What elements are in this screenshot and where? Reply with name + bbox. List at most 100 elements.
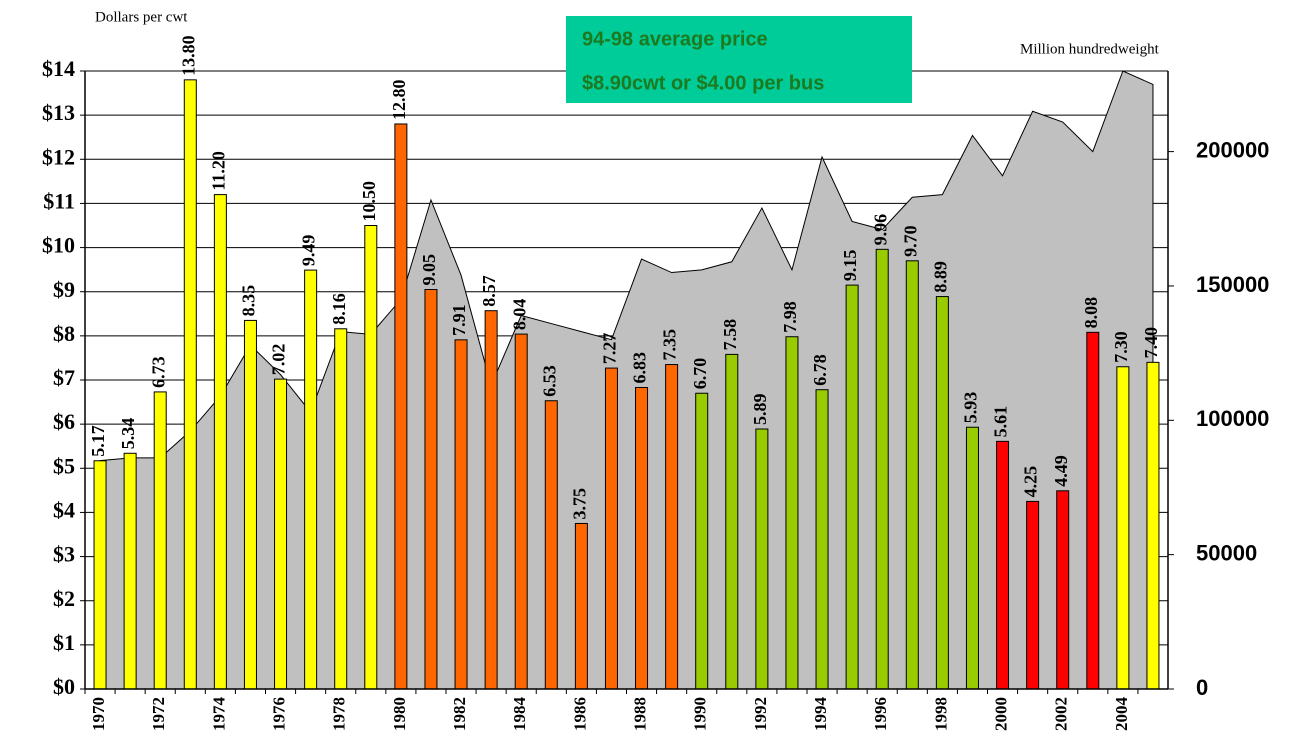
x-tick-label: 1972 [149, 697, 168, 731]
bar [725, 353, 739, 690]
data-label: 5.61 [991, 406, 1011, 438]
data-label: 3.75 [570, 488, 590, 520]
bar [1056, 490, 1070, 690]
x-tick-label: 1978 [330, 697, 349, 731]
bar [755, 428, 769, 690]
bar [1146, 361, 1160, 690]
bar [996, 440, 1010, 690]
bar [514, 333, 528, 690]
data-label: 12.80 [389, 79, 409, 120]
x-tick-label: 1992 [751, 697, 770, 731]
data-label: 5.34 [118, 418, 138, 450]
data-label: 8.89 [931, 261, 951, 293]
y-tick-label: $3 [53, 542, 75, 567]
data-label: 9.70 [900, 225, 920, 257]
y2-axis-label: Million hundredweight [1020, 41, 1160, 57]
bar [574, 522, 588, 690]
bar [815, 389, 829, 690]
data-label: 7.27 [600, 333, 620, 365]
x-tick-label: 1974 [209, 697, 228, 732]
x-tick-label: 1980 [390, 697, 409, 731]
bar [665, 364, 679, 690]
bar [213, 194, 227, 690]
data-label: 5.17 [88, 425, 108, 457]
x-tick-label: 1982 [450, 697, 469, 731]
data-label: 6.78 [810, 354, 830, 386]
bar [1116, 366, 1130, 690]
y-tick-label: $2 [53, 586, 75, 611]
y-tick-label: $1 [53, 630, 75, 655]
data-label: 4.25 [1021, 466, 1041, 498]
data-label: 8.57 [479, 275, 499, 307]
x-tick-label: 1998 [931, 697, 950, 731]
y-axis-label: Dollars per cwt [95, 9, 188, 25]
bar [875, 248, 889, 690]
y-tick-label: $11 [43, 188, 75, 213]
data-label: 9.15 [840, 250, 860, 282]
y2-tick-label: 150000 [1196, 272, 1269, 297]
data-label: 8.16 [329, 293, 349, 325]
data-label: 8.35 [239, 285, 259, 316]
data-label: 9.96 [870, 214, 890, 246]
bar [123, 452, 137, 690]
annotation-box [566, 16, 912, 103]
data-label: 7.58 [720, 319, 740, 351]
bar [183, 79, 197, 690]
y-tick-label: $10 [42, 233, 75, 258]
bar [334, 328, 348, 690]
bar [364, 225, 378, 690]
bar [274, 378, 288, 690]
y2-tick-label: 50000 [1196, 540, 1257, 565]
y-tick-label: $6 [53, 409, 75, 434]
y-tick-label: $4 [53, 497, 75, 522]
bar [304, 269, 318, 690]
annotation-text: 94-98 average price [582, 28, 768, 50]
bar [243, 319, 257, 690]
bar [1086, 331, 1100, 690]
x-tick-label: 2004 [1112, 697, 1131, 732]
y-tick-label: $12 [42, 144, 75, 169]
y-tick-label: $9 [53, 277, 75, 302]
data-label: 8.08 [1081, 297, 1101, 329]
bar [454, 339, 468, 690]
y2-tick-label: 100000 [1196, 406, 1269, 431]
y2-tick-label: 0 [1196, 675, 1208, 700]
data-label: 9.05 [419, 254, 439, 286]
bar [695, 392, 709, 690]
y-tick-label: $5 [53, 453, 75, 478]
bar [604, 367, 618, 690]
data-label: 7.02 [269, 344, 289, 376]
data-label: 9.49 [299, 235, 319, 267]
data-label: 7.98 [780, 301, 800, 333]
bar [965, 426, 979, 690]
bar [785, 336, 799, 690]
y-tick-label: $14 [42, 56, 75, 81]
data-label: 7.30 [1111, 331, 1131, 363]
x-tick-label: 1976 [269, 697, 288, 731]
bar [845, 284, 859, 690]
bar [153, 391, 167, 690]
x-tick-label: 1990 [691, 697, 710, 731]
bar [484, 310, 498, 690]
data-label: 11.20 [209, 151, 229, 191]
data-label: 7.40 [1141, 327, 1161, 359]
y2-tick-label: 200000 [1196, 137, 1269, 162]
data-label: 13.80 [178, 35, 198, 76]
bar [544, 400, 558, 690]
y-tick-label: $7 [53, 365, 75, 390]
x-tick-label: 2000 [991, 697, 1010, 731]
bar [935, 296, 949, 690]
data-label: 5.93 [961, 392, 981, 424]
data-label: 8.04 [509, 299, 529, 331]
bar [93, 460, 107, 690]
data-label: 5.89 [750, 393, 770, 425]
bar [905, 260, 919, 690]
data-label: 6.73 [148, 356, 168, 388]
annotation-text: $8.90cwt or $4.00 per bus [582, 72, 824, 94]
bar [1026, 500, 1040, 690]
x-tick-label: 1970 [89, 697, 108, 731]
data-label: 10.50 [359, 181, 379, 222]
x-tick-label: 1996 [871, 697, 890, 731]
x-tick-label: 1986 [570, 697, 589, 731]
